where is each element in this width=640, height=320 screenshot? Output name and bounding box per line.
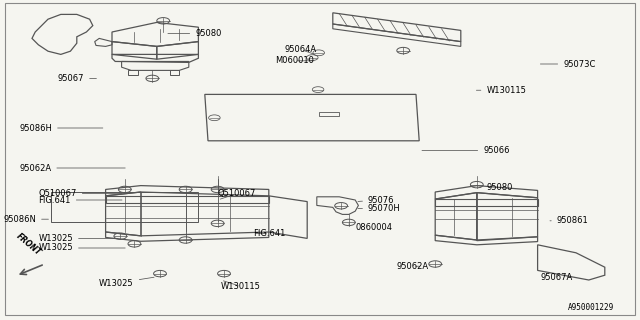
Text: W13025: W13025: [38, 234, 118, 243]
Text: M060010: M060010: [275, 56, 314, 65]
Text: 95067A: 95067A: [541, 273, 573, 282]
Text: FIG.641: FIG.641: [38, 196, 122, 204]
Text: 95080: 95080: [168, 29, 221, 38]
Text: 95086H: 95086H: [19, 124, 103, 132]
Text: W130115: W130115: [221, 281, 260, 291]
Text: 95076: 95076: [358, 196, 394, 204]
Text: W13025: W13025: [38, 244, 125, 252]
Text: 950861: 950861: [550, 216, 589, 225]
Text: 0860004: 0860004: [349, 223, 392, 232]
Text: 95070H: 95070H: [358, 204, 401, 212]
Text: Q510067: Q510067: [38, 189, 122, 198]
Text: 95066: 95066: [422, 146, 509, 155]
Text: FIG.641: FIG.641: [253, 229, 285, 238]
Text: 95064A: 95064A: [285, 45, 317, 54]
Text: 95067: 95067: [58, 74, 97, 83]
Text: 95073C: 95073C: [540, 60, 596, 68]
Text: W13025: W13025: [99, 277, 154, 288]
Text: W130115: W130115: [476, 86, 526, 95]
Text: 95062A: 95062A: [397, 262, 429, 271]
Text: 95086N: 95086N: [3, 215, 49, 224]
Text: A950001229: A950001229: [568, 303, 614, 312]
Text: 95062A: 95062A: [19, 164, 125, 172]
Text: FRONT: FRONT: [15, 232, 43, 258]
Text: Q510067: Q510067: [218, 189, 256, 199]
Text: 95080: 95080: [479, 183, 513, 192]
